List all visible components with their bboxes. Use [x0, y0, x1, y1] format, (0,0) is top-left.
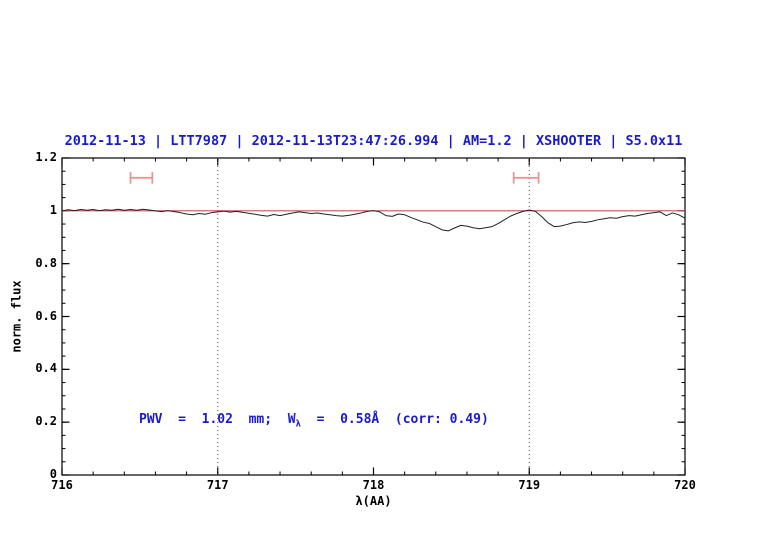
pwv-annotation-lambda-subscript: λ [295, 419, 301, 430]
x-tick-label: 717 [206, 478, 229, 492]
x-tick-label: 720 [674, 478, 696, 492]
y-tick-label: 0.2 [35, 414, 57, 429]
spectrum-line [61, 208, 686, 232]
y-tick-label: 0.6 [35, 308, 57, 323]
x-axis-label: λ(AA) [355, 494, 392, 508]
y-tick-label: 0.8 [35, 255, 57, 270]
x-tick-label: 719 [518, 478, 541, 492]
plot-title: 2012-11-13 | LTT7987 | 2012-11-13T23:47:… [64, 133, 683, 149]
pwv-annotation-prefix: PWV = 1.02 mm; W [139, 412, 296, 427]
pwv-annotation-suffix: = 0.58Å (corr: 0.49) [300, 412, 489, 427]
y-tick-label: 0.4 [35, 361, 57, 376]
pwv-annotation: PWV = 1.02 mm; Wλ = 0.58Å (corr: 0.49) [139, 412, 489, 430]
y-tick-label: 1 [49, 202, 57, 217]
y-tick-label: 1.2 [35, 150, 57, 164]
x-tick-label: 716 [51, 478, 73, 492]
y-tick-label: 0 [49, 467, 57, 481]
x-tick-label: 718 [362, 478, 385, 492]
